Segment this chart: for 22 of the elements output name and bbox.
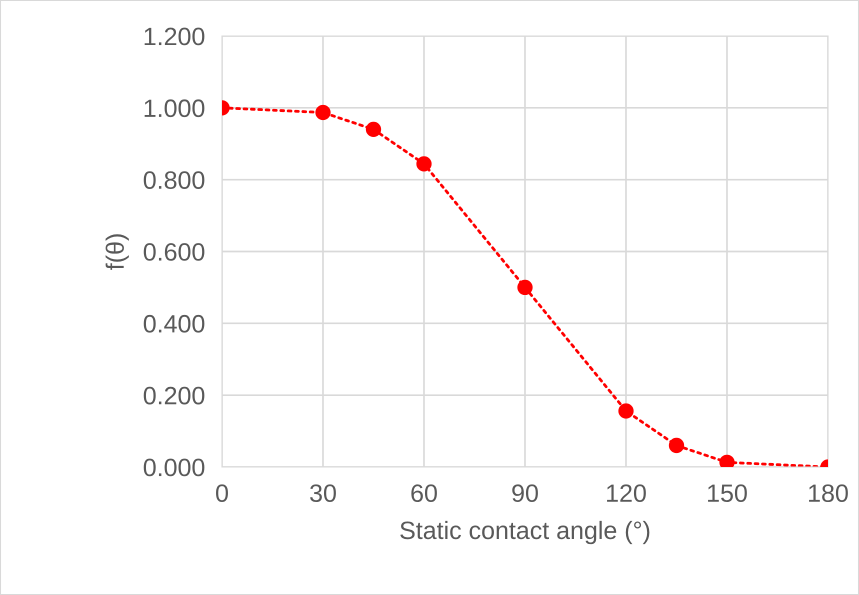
- y-tick-label: 0.800: [144, 171, 204, 189]
- x-tick-label: 0: [216, 484, 228, 502]
- y-tick-label: 0.000: [144, 458, 204, 476]
- y-tick-label: 0.200: [144, 386, 204, 404]
- x-tick-label: 30: [310, 484, 336, 502]
- y-tick-label: 1.000: [144, 99, 204, 118]
- y-tick-label: 0.600: [144, 243, 204, 261]
- point: [618, 403, 634, 419]
- x-axis-title: Static contact angle (°): [400, 520, 650, 544]
- x-tick-label: 60: [411, 484, 437, 502]
- y-tick-label: 0.400: [144, 314, 204, 333]
- point: [366, 122, 382, 138]
- point: [315, 104, 331, 120]
- point: [416, 156, 432, 172]
- x-tick-label: 120: [607, 484, 646, 502]
- point: [517, 280, 533, 296]
- x-tick-label: 90: [512, 484, 538, 502]
- x-tick-label: 150: [708, 484, 747, 502]
- y-axis-title: f(θ): [106, 234, 129, 270]
- y-tick-label: 1.200: [144, 28, 204, 46]
- x-tick-label: 180: [809, 484, 848, 502]
- point: [668, 438, 684, 454]
